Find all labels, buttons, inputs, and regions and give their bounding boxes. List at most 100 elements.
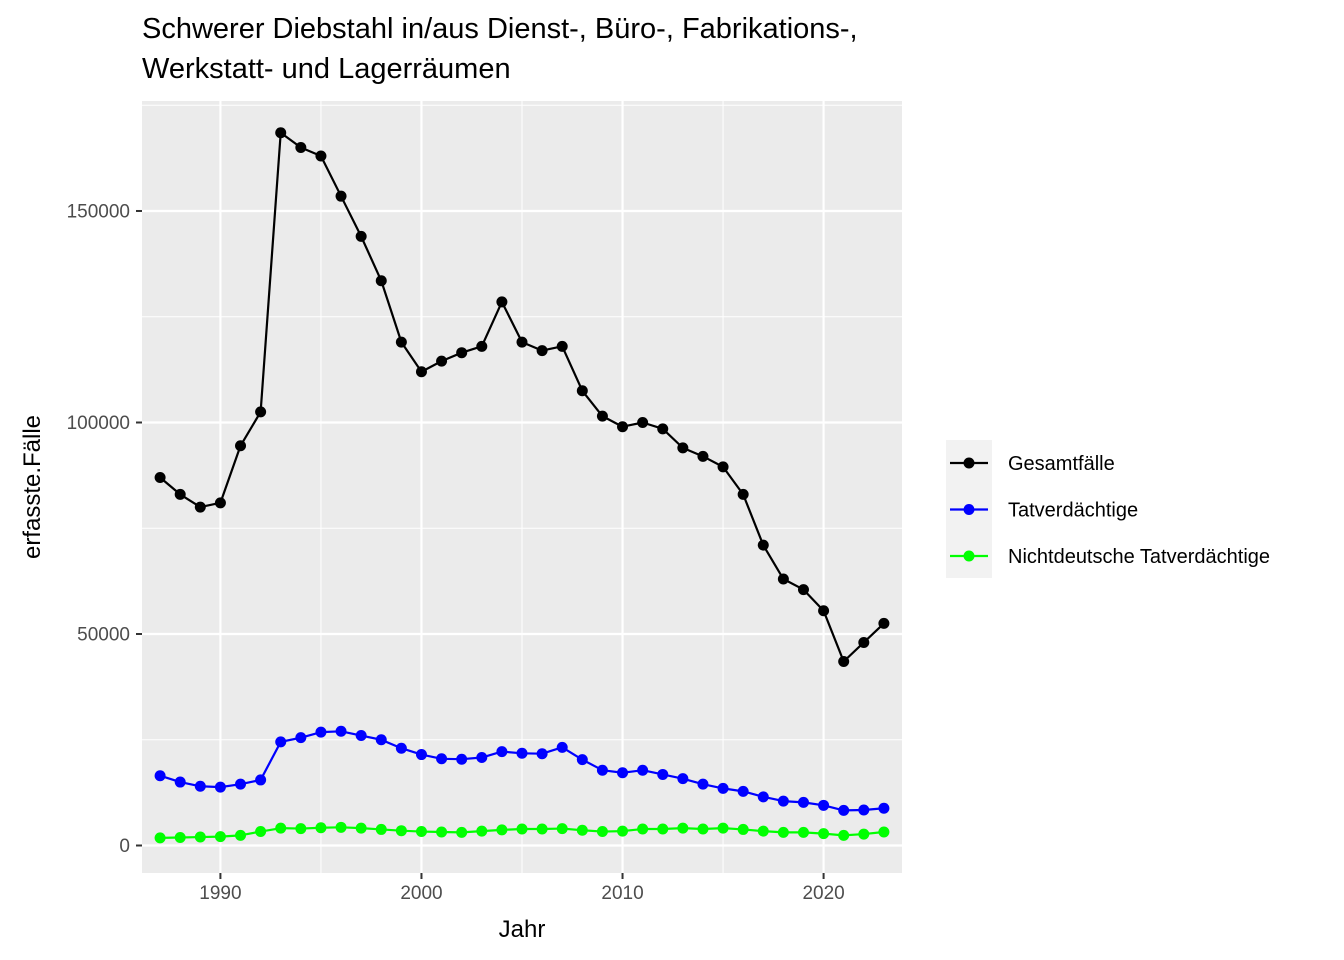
data-point bbox=[838, 655, 850, 667]
data-point bbox=[516, 336, 528, 348]
legend-label: Tatverdächtige bbox=[1008, 500, 1138, 522]
data-point bbox=[576, 754, 588, 766]
data-point bbox=[858, 828, 870, 840]
data-point bbox=[637, 823, 649, 835]
chart-title-line-1: Schwerer Diebstahl in/aus Dienst-, Büro-… bbox=[142, 13, 858, 45]
data-point bbox=[476, 752, 488, 764]
data-point bbox=[737, 785, 749, 797]
data-point bbox=[677, 773, 689, 785]
legend-item-2: Tatverdächtige bbox=[950, 500, 1138, 522]
data-point bbox=[717, 822, 729, 834]
data-point bbox=[214, 497, 226, 509]
data-point bbox=[174, 776, 186, 788]
data-point bbox=[275, 127, 287, 139]
data-point bbox=[596, 764, 608, 776]
y-tick-label: 100000 bbox=[67, 413, 130, 434]
data-point bbox=[415, 749, 427, 761]
data-point bbox=[456, 826, 468, 838]
data-point bbox=[456, 753, 468, 765]
data-point bbox=[878, 826, 890, 838]
data-point bbox=[315, 150, 327, 162]
data-point bbox=[496, 746, 508, 758]
data-point bbox=[415, 826, 427, 838]
x-tick-label: 2010 bbox=[601, 883, 643, 904]
data-point bbox=[757, 825, 769, 837]
data-point bbox=[375, 823, 387, 835]
data-point bbox=[375, 275, 387, 287]
data-point bbox=[375, 734, 387, 746]
data-point bbox=[797, 796, 809, 808]
data-point bbox=[154, 471, 166, 483]
legend: Gesamtfälle Tatverdächtige Nichtdeutsche T… bbox=[946, 440, 1270, 578]
grid-major bbox=[142, 101, 902, 873]
data-point bbox=[516, 823, 528, 835]
data-point bbox=[757, 539, 769, 551]
data-point bbox=[576, 824, 588, 836]
data-point bbox=[838, 804, 850, 816]
data-point bbox=[697, 823, 709, 835]
data-point bbox=[697, 450, 709, 462]
data-point bbox=[818, 605, 830, 617]
data-point bbox=[275, 822, 287, 834]
data-point bbox=[335, 821, 347, 833]
data-point bbox=[355, 730, 367, 742]
data-point bbox=[717, 461, 729, 473]
x-tick-label: 2020 bbox=[802, 883, 844, 904]
data-point bbox=[255, 406, 267, 418]
data-point bbox=[717, 782, 729, 794]
data-point bbox=[878, 617, 890, 629]
data-point bbox=[777, 573, 789, 585]
data-point bbox=[737, 823, 749, 835]
data-point bbox=[235, 778, 247, 790]
data-point bbox=[476, 340, 488, 352]
legend-key-point bbox=[963, 457, 975, 469]
y-axis: 0 50000 100000 150000 bbox=[67, 201, 142, 857]
data-point bbox=[295, 732, 307, 744]
data-point bbox=[858, 636, 870, 648]
data-point bbox=[617, 767, 629, 779]
data-point bbox=[858, 804, 870, 816]
y-axis-label: erfasste.Fälle bbox=[19, 415, 46, 559]
chart-title-line-2: Werkstatt- und Lagerräumen bbox=[142, 53, 511, 85]
y-tick-label: 50000 bbox=[77, 624, 130, 645]
x-axis: 1990 2000 2010 2020 bbox=[199, 873, 845, 904]
data-point bbox=[556, 340, 568, 352]
data-point bbox=[235, 440, 247, 452]
data-point bbox=[797, 826, 809, 838]
data-point bbox=[617, 825, 629, 837]
data-point bbox=[576, 385, 588, 397]
y-tick-label: 0 bbox=[119, 836, 130, 857]
y-tick-label: 150000 bbox=[67, 201, 130, 222]
data-point bbox=[536, 748, 548, 760]
data-point bbox=[536, 823, 548, 835]
data-point bbox=[657, 423, 669, 435]
data-point bbox=[777, 795, 789, 807]
data-point bbox=[395, 336, 407, 348]
series-layer bbox=[154, 127, 890, 844]
data-point bbox=[436, 355, 448, 367]
data-point bbox=[556, 741, 568, 753]
data-point bbox=[214, 781, 226, 793]
data-point bbox=[657, 768, 669, 780]
data-point bbox=[637, 764, 649, 776]
legend-key-point bbox=[963, 550, 975, 562]
data-point bbox=[395, 825, 407, 837]
data-point bbox=[617, 421, 629, 433]
data-point bbox=[415, 366, 427, 378]
series-3 bbox=[154, 821, 890, 844]
data-point bbox=[697, 778, 709, 790]
data-point bbox=[436, 826, 448, 838]
data-point bbox=[194, 831, 206, 843]
data-point bbox=[255, 774, 267, 786]
data-point bbox=[315, 726, 327, 738]
data-point bbox=[797, 584, 809, 596]
data-point bbox=[496, 296, 508, 308]
series-2 bbox=[154, 725, 890, 816]
data-point bbox=[255, 826, 267, 838]
data-point bbox=[315, 822, 327, 834]
data-point bbox=[637, 416, 649, 428]
data-point bbox=[818, 799, 830, 811]
legend-label: Nichtdeutsche Tatverdächtige bbox=[1008, 546, 1270, 568]
data-point bbox=[838, 829, 850, 841]
